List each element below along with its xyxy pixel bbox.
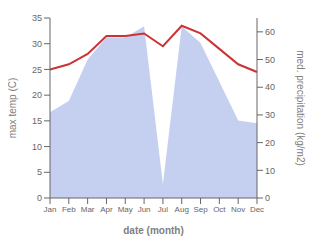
svg-text:Feb: Feb xyxy=(62,205,76,214)
svg-text:5: 5 xyxy=(37,167,42,177)
svg-text:30: 30 xyxy=(265,110,275,120)
svg-text:35: 35 xyxy=(32,13,42,23)
svg-text:Jun: Jun xyxy=(138,205,151,214)
svg-text:0: 0 xyxy=(37,193,42,203)
svg-text:25: 25 xyxy=(32,65,42,75)
svg-text:Sep: Sep xyxy=(193,205,208,214)
svg-text:10: 10 xyxy=(32,142,42,152)
svg-text:Oct: Oct xyxy=(213,205,226,214)
svg-text:May: May xyxy=(118,205,133,214)
svg-text:20: 20 xyxy=(32,90,42,100)
svg-text:10: 10 xyxy=(265,166,275,176)
svg-text:40: 40 xyxy=(265,82,275,92)
svg-text:20: 20 xyxy=(265,138,275,148)
svg-text:Jan: Jan xyxy=(44,205,57,214)
svg-text:Apr: Apr xyxy=(100,205,113,214)
svg-text:15: 15 xyxy=(32,116,42,126)
svg-text:0: 0 xyxy=(265,193,270,203)
svg-text:Nov: Nov xyxy=(231,205,245,214)
svg-text:30: 30 xyxy=(32,39,42,49)
svg-text:Mar: Mar xyxy=(81,205,95,214)
svg-text:max temp (C): max temp (C) xyxy=(8,78,18,139)
svg-text:med. precipitation (kg/m2): med. precipitation (kg/m2) xyxy=(295,50,306,166)
svg-text:Aug: Aug xyxy=(175,205,189,214)
svg-text:Dec: Dec xyxy=(250,205,264,214)
svg-text:60: 60 xyxy=(265,27,275,37)
svg-text:date (month): date (month) xyxy=(123,225,184,236)
svg-text:Jul: Jul xyxy=(158,205,168,214)
svg-text:50: 50 xyxy=(265,55,275,65)
